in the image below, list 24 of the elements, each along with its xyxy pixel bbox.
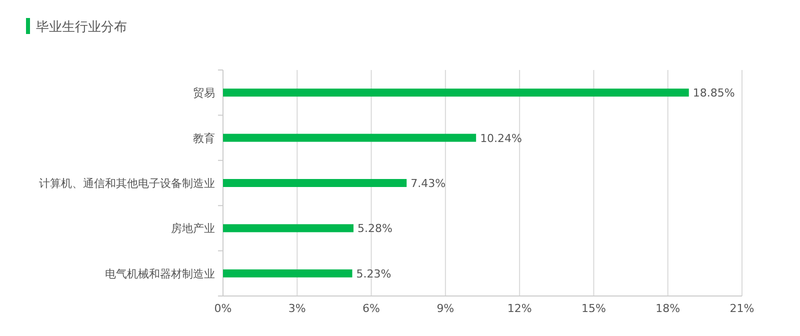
x-tick-label: 9%	[436, 302, 454, 315]
data-label: 5.28%	[357, 222, 392, 236]
text: 毕业生行业分布	[36, 20, 127, 35]
data-label: 10.24%	[480, 132, 522, 145]
bar	[223, 269, 352, 278]
data-label: 5.23%	[356, 267, 392, 280]
bar	[223, 179, 407, 187]
x-tick-label: 3%	[288, 302, 306, 315]
y-tick-label: 贸易	[193, 86, 215, 100]
x-tick-label: 21%	[730, 302, 754, 315]
x-tick-label: 12%	[507, 302, 532, 315]
y-tick-label: 房地产业	[171, 222, 215, 236]
x-tick-label: 18%	[656, 302, 680, 315]
x-tick-label: 0%	[214, 302, 232, 315]
bar	[223, 88, 689, 97]
bar	[223, 224, 354, 232]
y-tick-label: 教育	[193, 132, 215, 145]
y-tick-label: 电气机械和器材制造业	[105, 267, 215, 280]
data-label: 7.43%	[410, 177, 446, 190]
y-tick-label: 计算机、通信和其他电子设备制造业	[39, 177, 215, 190]
x-tick-label: 6%	[362, 302, 380, 315]
x-tick-label: 15%	[581, 302, 606, 315]
bar	[223, 134, 476, 142]
data-label: 18.85%	[692, 86, 735, 100]
